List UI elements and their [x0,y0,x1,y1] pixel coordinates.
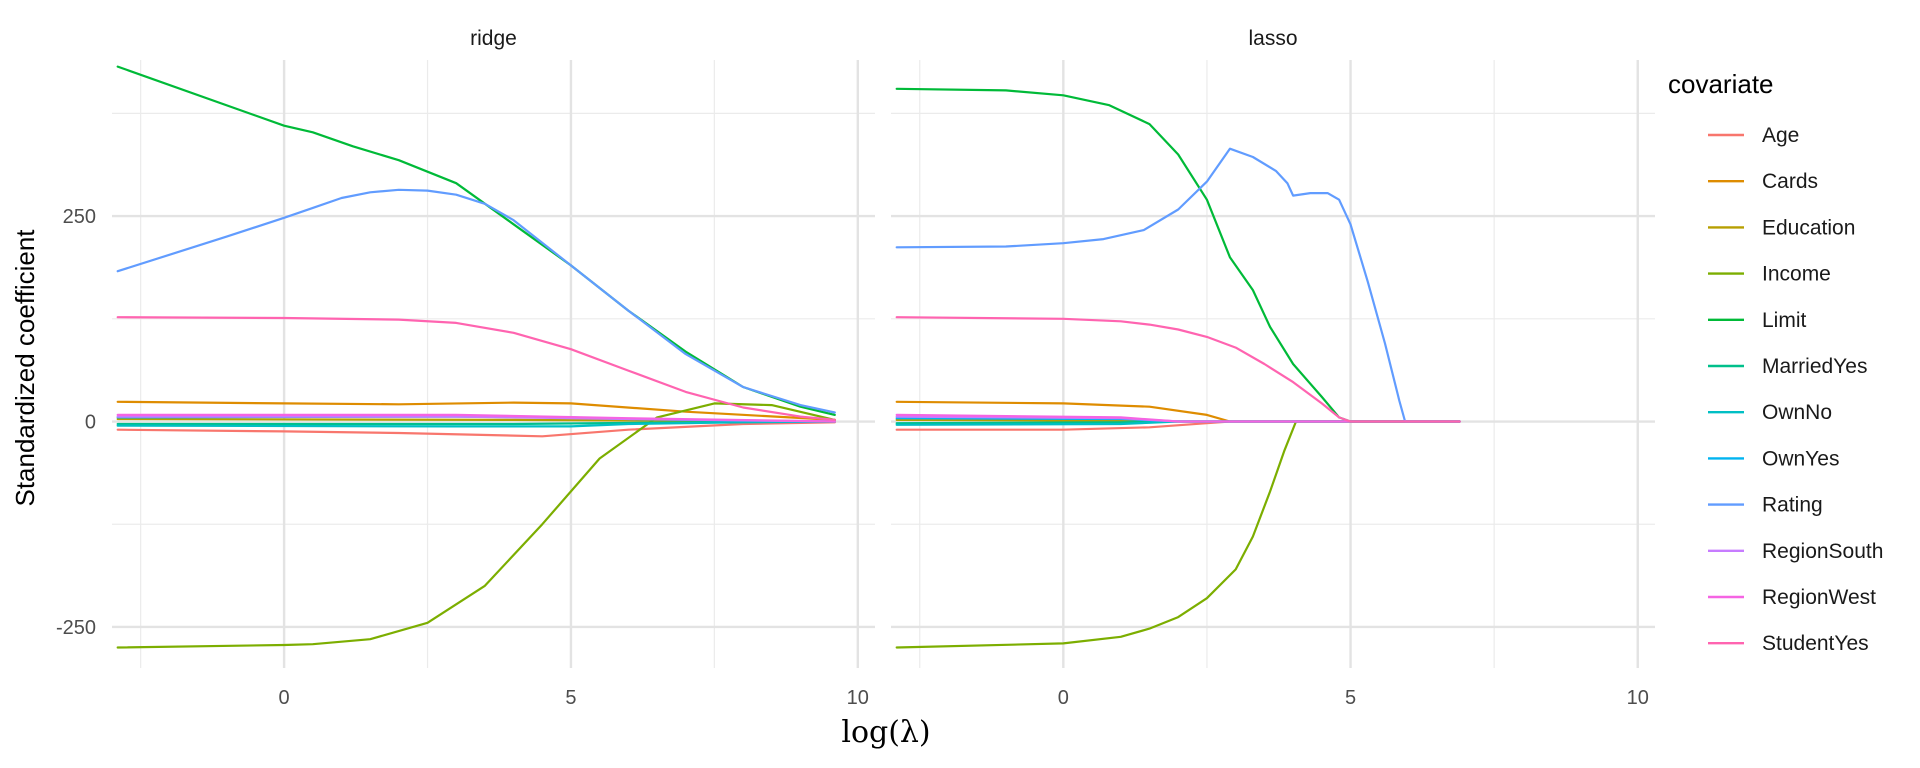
legend: covariate Age Cards Education Income Limit Ma… [1668,69,1883,655]
legend-label: OwnYes [1762,447,1839,470]
series-line-limit [895,87,1461,423]
legend-label: Age [1762,124,1799,147]
legend-label: Rating [1762,494,1823,517]
x-tick-label: 10 [1627,687,1649,709]
series-line-limit [116,65,836,416]
y-tick-label: 250 [63,206,96,228]
series-line-rating [895,147,1461,423]
series-line-income [116,402,836,649]
panel-lasso: lasso 0 5 10 [891,27,1655,709]
x-tick-label: 5 [565,687,576,709]
series-line-regionwest [895,413,1461,423]
x-axis-label: log(λ) [841,715,930,750]
legend-label: Income [1762,263,1831,286]
legend-label: RegionWest [1762,586,1876,609]
x-tick-label: 0 [279,687,290,709]
legend-items: Age Cards Education Income Limit MarriedYes Ow… [1708,124,1883,655]
x-tick-label: 0 [1058,687,1069,709]
series-line-income [895,420,1461,649]
legend-title: covariate [1668,69,1774,99]
legend-label: OwnNo [1762,401,1832,424]
legend-item-ownno: OwnNo [1708,401,1832,424]
legend-item-limit: Limit [1708,309,1807,332]
series-line-cards [116,400,836,421]
legend-item-income: Income [1708,263,1831,286]
panel-ridge: ridge 0 5 10 -250 0 250 [56,27,875,709]
series-line-studentyes [895,316,1461,423]
legend-item-rating: Rating [1708,494,1823,517]
panel-title: lasso [1248,27,1297,50]
legend-item-regionwest: RegionWest [1708,586,1876,609]
x-tick-label: 5 [1345,687,1356,709]
legend-label: Limit [1762,309,1807,332]
series-line-regionwest [116,413,836,423]
legend-label: RegionSouth [1762,540,1883,563]
legend-label: Education [1762,216,1855,239]
legend-label: StudentYes [1762,632,1869,655]
series-line-rating [116,188,836,414]
legend-item-studentyes: StudentYes [1708,632,1869,655]
legend-label: Cards [1762,170,1818,193]
series-line-ownno [116,420,836,428]
x-tick-label: 10 [847,687,869,709]
legend-item-ownyes: OwnYes [1708,447,1839,470]
legend-item-education: Education [1708,216,1855,239]
legend-item-cards: Cards [1708,170,1818,193]
y-tick-label: 0 [85,412,96,434]
series-line-age [116,421,836,438]
series-line-studentyes [116,316,836,421]
legend-item-regionsouth: RegionSouth [1708,540,1883,563]
y-axis-label: Standardized coefficient [10,229,40,507]
y-tick-label: -250 [56,617,96,639]
legend-label: MarriedYes [1762,355,1867,378]
legend-item-age: Age [1708,124,1799,147]
panel-title: ridge [470,27,517,50]
panels: ridge 0 5 10 -250 0 250 lasso 0 5 10 [56,27,1655,709]
legend-item-marriedyes: MarriedYes [1708,355,1867,378]
